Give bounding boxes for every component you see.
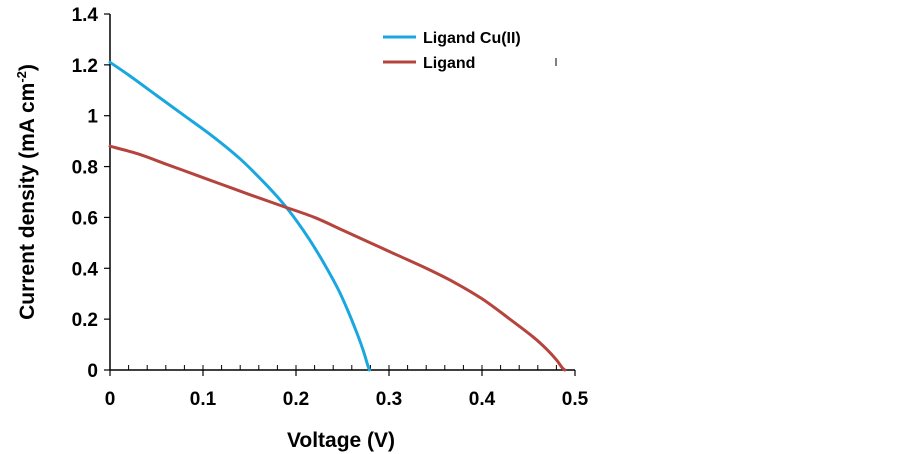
y-tick-label: 0.6 [72, 208, 98, 229]
x-tick-label: 0.1 [190, 389, 217, 410]
series-layer [108, 60, 567, 372]
legend-label-ligand: Ligand [423, 55, 475, 72]
x-tick-label: 0.4 [469, 389, 496, 410]
series-line-ligand [108, 144, 567, 372]
y-axis-title-close: ) [16, 64, 39, 71]
axes [104, 13, 576, 376]
y-tick-label: 0 [87, 361, 98, 382]
tick-labels: 0 0.2 0.4 0.6 0.8 1 1.2 1.4 0 0.1 0.2 0.3 0.4 0.5 [72, 5, 589, 410]
legend: Ligand Cu(II) Ligand [383, 30, 557, 72]
legend-label-ligand-cu: Ligand Cu(II) [423, 30, 521, 47]
x-tick-label: 0 [105, 389, 116, 410]
x-tick-label: 0.5 [562, 389, 589, 410]
y-tick-label: 1.4 [72, 5, 99, 26]
y-tick-label: 0.4 [72, 259, 99, 280]
series-line-ligand-cu [108, 60, 371, 372]
y-tick-label: 0.2 [72, 310, 98, 331]
y-tick-label: 1 [87, 107, 98, 128]
y-tick-label: 0.8 [72, 158, 98, 179]
y-axis-title-main: Current density (mA cm [16, 83, 39, 320]
x-tick-label: 0.2 [283, 389, 309, 410]
y-tick-label: 1.2 [72, 56, 98, 77]
x-tick-label: 0.3 [376, 389, 402, 410]
y-axis-title: Current density (mA cm-2) [14, 64, 39, 320]
y-axis-title-sup: -2 [14, 71, 29, 83]
x-axis-title: Voltage (V) [287, 429, 395, 452]
